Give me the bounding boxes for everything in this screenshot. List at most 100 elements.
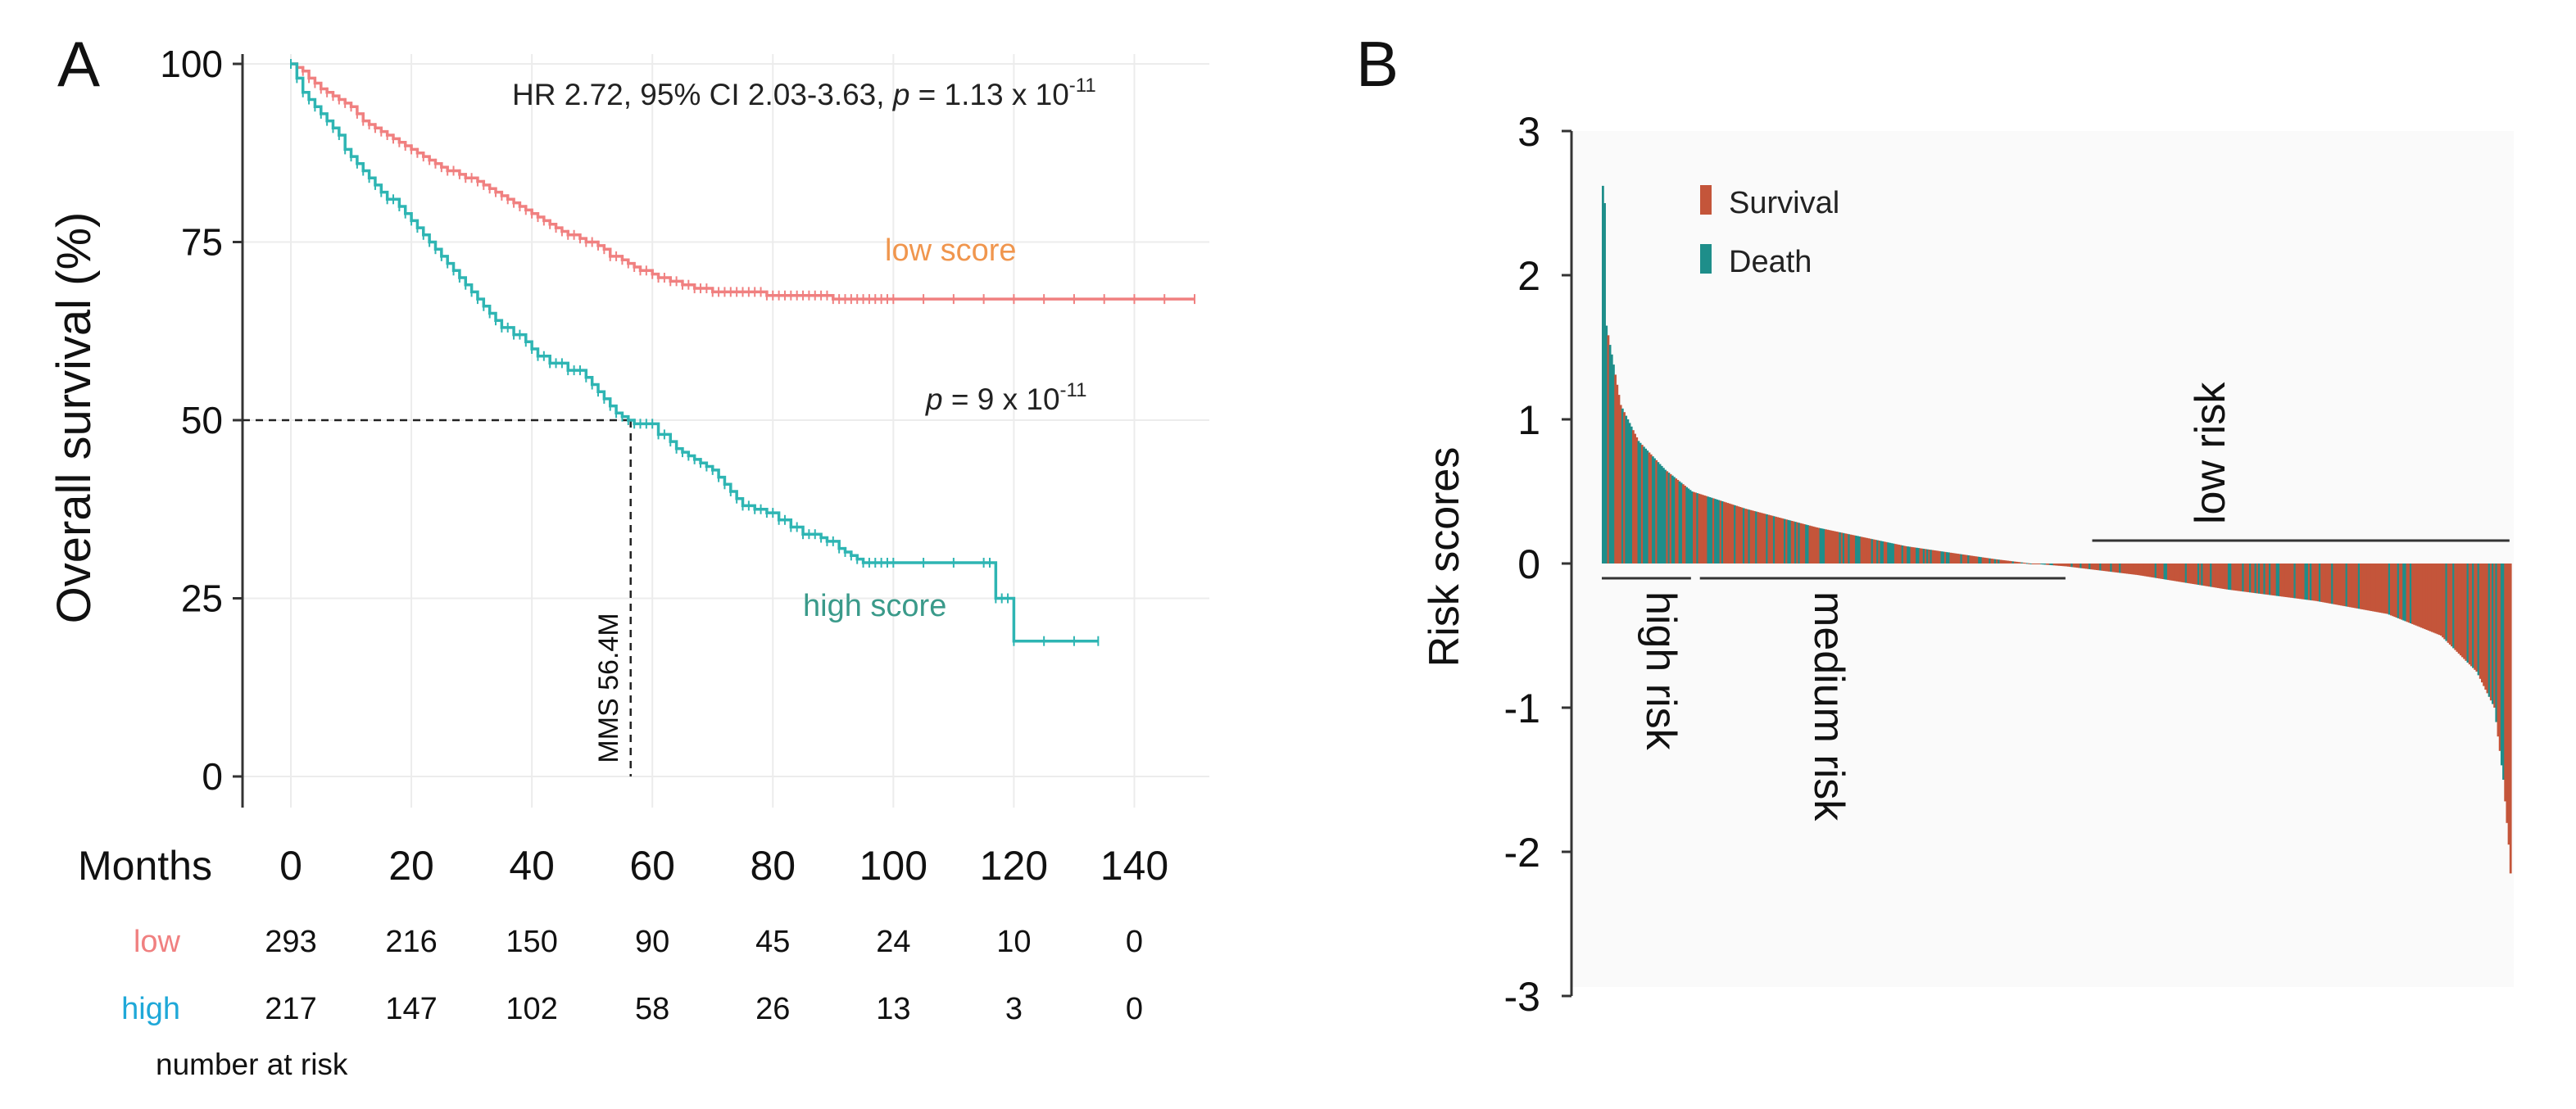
risk-score-bar — [1628, 423, 1631, 564]
risk-count-cell: 102 — [506, 992, 557, 1026]
risk-score-bar — [2158, 564, 2161, 579]
risk-score-bar — [1999, 559, 2002, 564]
risk-score-bar — [2067, 564, 2070, 567]
risk-score-bar — [2431, 564, 2433, 632]
risk-score-bar — [1731, 505, 1735, 564]
risk-score-bar — [2383, 564, 2386, 613]
risk-count-cell: 216 — [385, 925, 437, 959]
risk-score-bar — [1996, 559, 1998, 564]
risk-score-bar — [1948, 552, 1951, 564]
risk-score-bar — [1658, 464, 1662, 564]
risk-score-bar — [1998, 559, 2000, 564]
risk-y-axis-label: Risk scores — [1421, 447, 1468, 668]
risk-score-bar — [1694, 492, 1697, 564]
risk-score-bar — [1621, 408, 1624, 564]
risk-score-bar — [2229, 564, 2232, 591]
risk-score-bar — [2015, 561, 2018, 564]
risk-score-bar — [1993, 559, 1997, 564]
risk-score-bar — [1866, 537, 1868, 564]
risk-score-bar — [1840, 532, 1844, 564]
risk-score-bar — [2316, 564, 2320, 602]
risk-score-bar — [2277, 564, 2280, 596]
risk-score-bar — [1660, 465, 1663, 564]
risk-score-bar — [2390, 564, 2392, 616]
risk-score-bar — [1830, 530, 1833, 564]
risk-score-bar — [1913, 547, 1916, 564]
risk-score-bar — [2498, 564, 2501, 751]
risk-score-bar — [2117, 564, 2120, 573]
risk-score-bar — [1990, 559, 1993, 564]
risk-score-bar — [2204, 564, 2207, 586]
risk-score-bar — [2243, 564, 2247, 592]
risk-score-bar — [2429, 564, 2432, 631]
risk-score-bar — [1801, 523, 1804, 564]
risk-score-bar — [1905, 545, 1907, 564]
risk-score-bar — [1949, 552, 1952, 564]
risk-score-bar — [2356, 564, 2359, 609]
risk-score-bar — [2201, 564, 2204, 586]
risk-count-cell: 58 — [635, 992, 669, 1026]
risk-score-bar — [2465, 564, 2468, 661]
risk-score-bar — [1772, 516, 1776, 564]
risk-score-bar — [2495, 564, 2498, 722]
risk-y-tick-label: 0 — [1517, 541, 1540, 587]
risk-score-bar — [2424, 564, 2427, 630]
risk-score-bar — [2411, 564, 2414, 624]
risk-score-bar — [1958, 554, 1961, 564]
risk-score-bar — [2398, 564, 2401, 619]
risk-score-bar — [2102, 564, 2106, 572]
medium-risk-label: medium risk — [1805, 591, 1853, 822]
risk-score-bar — [2256, 564, 2259, 594]
risk-score-bar — [2231, 564, 2234, 591]
risk-score-bar — [2477, 564, 2480, 676]
km-x-tick-label: 60 — [629, 843, 675, 889]
risk-score-bar — [2175, 564, 2179, 582]
risk-score-bar — [2388, 564, 2391, 615]
risk-score-bar — [2336, 564, 2339, 605]
risk-score-bar — [2466, 564, 2469, 663]
risk-score-bar — [2275, 564, 2279, 596]
risk-score-bar — [2092, 564, 2095, 570]
risk-score-bar — [1954, 553, 1957, 564]
risk-score-bar — [2459, 564, 2462, 656]
risk-score-bar — [2184, 564, 2188, 583]
km-y-tick-label: 0 — [202, 755, 223, 798]
risk-score-bar — [1673, 477, 1676, 564]
risk-score-bar — [1974, 556, 1977, 564]
risk-score-bar — [2281, 564, 2284, 597]
risk-score-bar — [1639, 442, 1642, 564]
risk-count-cell: 13 — [876, 992, 910, 1026]
number-at-risk-table: low 293 216 150 90 45 24 10 0 high 217 147 102 58 26 13… — [121, 925, 1143, 1026]
risk-score-bar — [2397, 564, 2400, 618]
risk-score-bar — [1855, 536, 1857, 564]
panel-a-label: A — [57, 28, 100, 100]
risk-score-bar — [2372, 564, 2375, 612]
risk-score-bar — [1848, 534, 1851, 564]
risk-score-bar — [2160, 564, 2163, 579]
risk-count-cell: 293 — [265, 925, 316, 959]
risk-score-bar — [1883, 541, 1886, 564]
risk-score-bar — [2104, 564, 2107, 572]
risk-score-bar — [2363, 564, 2366, 610]
risk-score-bar — [1676, 479, 1680, 564]
risk-score-bar — [2263, 564, 2266, 595]
risk-score-bar — [1607, 335, 1610, 564]
risk-score-bar — [2088, 564, 2091, 569]
risk-score-bar — [2454, 564, 2457, 650]
risk-score-bar — [1967, 554, 1970, 564]
risk-score-bar — [1881, 541, 1884, 564]
risk-score-bar — [1737, 506, 1740, 564]
risk-score-bar — [2351, 564, 2353, 608]
risk-score-bar — [2342, 564, 2345, 606]
risk-score-bar — [2220, 564, 2224, 589]
risk-score-bar — [1637, 441, 1640, 564]
risk-score-bar — [2475, 564, 2478, 672]
risk-score-bar — [1751, 510, 1754, 564]
km-x-ticks: 0 20 40 60 80 100 120 140 — [279, 843, 1168, 889]
risk-score-bar — [1796, 522, 1799, 564]
risk-score-bar — [1646, 450, 1649, 564]
risk-score-bar — [1614, 374, 1617, 564]
risk-score-bar — [2007, 560, 2009, 564]
risk-score-bar — [1942, 551, 1945, 564]
risk-score-bar — [2115, 564, 2118, 573]
